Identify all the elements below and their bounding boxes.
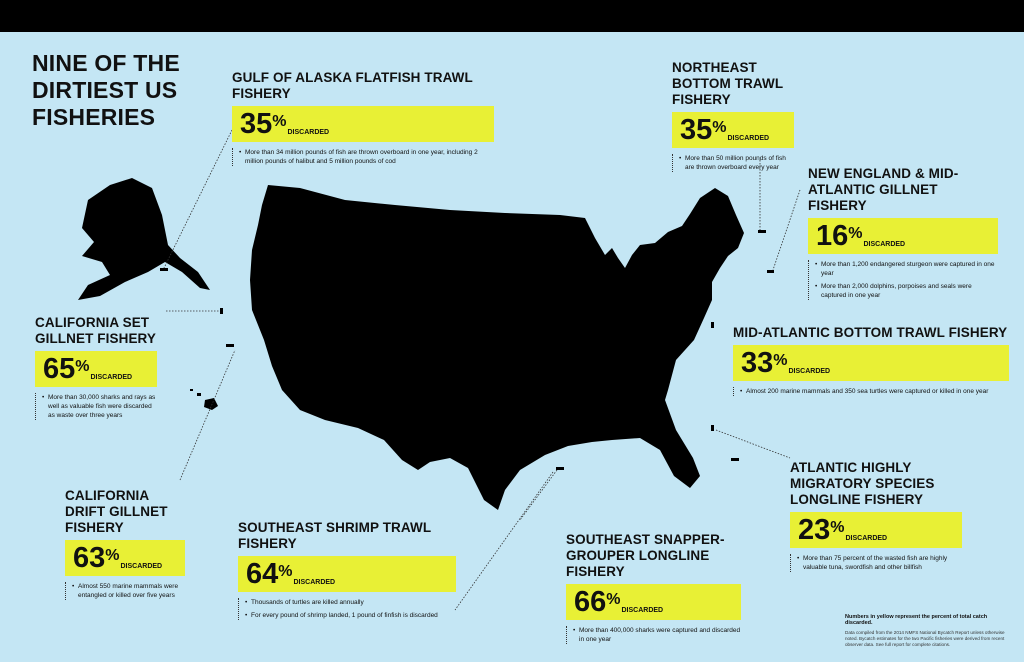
fishery-note: For every pound of shrimp landed, 1 poun… bbox=[245, 611, 456, 620]
hawaii-island-shape bbox=[197, 393, 201, 396]
fishery-note: More than 75 percent of the wasted fish … bbox=[797, 554, 962, 572]
fishery-notes: More than 30,000 sharks and rays as well… bbox=[35, 393, 157, 420]
discard-percentage-box: 63% DISCARDED bbox=[65, 540, 185, 576]
footnote-legend: Numbers in yellow represent the percent … bbox=[845, 614, 988, 626]
location-marker bbox=[220, 308, 223, 314]
fishery-name: CALIFORNIA SET GILLNET FISHERY bbox=[35, 315, 157, 346]
fishery-notes: More than 1,200 endangered sturgeon were… bbox=[808, 260, 998, 300]
fishery-note: More than 400,000 sharks were captured a… bbox=[573, 626, 741, 644]
discard-percentage-box: 33% DISCARDED bbox=[733, 345, 1009, 381]
fishery-name: NORTHEAST BOTTOM TRAWL FISHERY bbox=[672, 60, 783, 107]
fishery-name: GULF OF ALASKA FLATFISH TRAWL FISHERY bbox=[232, 70, 473, 101]
discarded-label: DISCARDED bbox=[727, 134, 770, 142]
fishery-name: CALIFORNIA DRIFT GILLNET FISHERY bbox=[65, 488, 168, 535]
fishery-name: ATLANTIC HIGHLY MIGRATORY SPECIES LONGLI… bbox=[790, 460, 935, 507]
fishery-card-california-set-gillnet: CALIFORNIA SET GILLNET FISHERY 65% DISCA… bbox=[35, 315, 157, 424]
discard-percent: 23% bbox=[798, 514, 845, 546]
discard-percent: 35% bbox=[680, 114, 727, 146]
fishery-name: MID-ATLANTIC BOTTOM TRAWL FISHERY bbox=[733, 325, 1008, 340]
fishery-name: SOUTHEAST SNAPPER-GROUPER LONGLINE FISHE… bbox=[566, 532, 725, 579]
fishery-name: SOUTHEAST SHRIMP TRAWL FISHERY bbox=[238, 520, 431, 551]
footnote: Numbers in yellow represent the percent … bbox=[845, 614, 1013, 648]
fishery-card-california-drift-gillnet: CALIFORNIA DRIFT GILLNET FISHERY 63% DIS… bbox=[65, 488, 185, 604]
connector-line bbox=[519, 469, 558, 521]
discard-percent: 65% bbox=[43, 353, 90, 385]
connector-line bbox=[162, 129, 233, 271]
fishery-notes: Thousands of turtles are killed annually… bbox=[238, 598, 456, 620]
fishery-note: Almost 550 marine mammals were entangled… bbox=[72, 582, 185, 600]
fishery-note: More than 1,200 endangered sturgeon were… bbox=[815, 260, 998, 278]
discard-percent: 16% bbox=[816, 220, 863, 252]
location-marker bbox=[226, 344, 234, 347]
discard-percent: 35% bbox=[240, 108, 287, 140]
discard-percentage-box: 35% DISCARDED bbox=[672, 112, 794, 148]
discarded-label: DISCARDED bbox=[90, 373, 133, 381]
discard-percentage-box: 66% DISCARDED bbox=[566, 584, 741, 620]
hawaii-island-shape bbox=[190, 389, 193, 391]
location-marker bbox=[767, 270, 774, 273]
discarded-label: DISCARDED bbox=[293, 578, 336, 586]
location-marker bbox=[711, 425, 714, 431]
fishery-note: More than 50 million pounds of fish are … bbox=[679, 154, 794, 172]
location-marker bbox=[160, 268, 168, 271]
fishery-card-gulf-of-alaska: GULF OF ALASKA FLATFISH TRAWL FISHERY 35… bbox=[232, 70, 494, 170]
fishery-note: Thousands of turtles are killed annually bbox=[245, 598, 456, 607]
connector-line bbox=[454, 471, 554, 611]
hawaii-shape bbox=[204, 398, 218, 410]
discard-percentage-box: 23% DISCARDED bbox=[790, 512, 962, 548]
fishery-card-mid-atlantic-bottom-trawl: MID-ATLANTIC BOTTOM TRAWL FISHERY 33% DI… bbox=[733, 325, 1009, 400]
fishery-card-northeast-bottom-trawl: NORTHEAST BOTTOM TRAWL FISHERY 35% DISCA… bbox=[672, 60, 794, 176]
discard-percentage-box: 65% DISCARDED bbox=[35, 351, 157, 387]
discard-percentage-box: 35% DISCARDED bbox=[232, 106, 494, 142]
fishery-notes: More than 34 million pounds of fish are … bbox=[232, 148, 494, 166]
fishery-notes: More than 50 million pounds of fish are … bbox=[672, 154, 794, 172]
footnote-sources: Data compiled from the 2014 NMFS Nationa… bbox=[845, 630, 1005, 647]
fishery-note: More than 2,000 dolphins, porpoises and … bbox=[815, 282, 998, 300]
discard-percent: 63% bbox=[73, 542, 120, 574]
fishery-card-atlantic-hms-longline: ATLANTIC HIGHLY MIGRATORY SPECIES LONGLI… bbox=[790, 460, 962, 576]
fishery-card-southeast-snapper-grouper: SOUTHEAST SNAPPER-GROUPER LONGLINE FISHE… bbox=[566, 532, 741, 648]
contiguous-us-shape bbox=[250, 185, 744, 510]
discard-percentage-box: 16% DISCARDED bbox=[808, 218, 998, 254]
connector-line bbox=[772, 189, 801, 271]
discarded-label: DISCARDED bbox=[863, 240, 906, 248]
discard-percent: 33% bbox=[741, 347, 788, 379]
fishery-notes: Almost 200 marine mammals and 350 sea tu… bbox=[733, 387, 1009, 396]
page-title: NINE OF THE DIRTIEST US FISHERIES bbox=[32, 50, 180, 130]
discarded-label: DISCARDED bbox=[621, 606, 664, 614]
location-marker bbox=[556, 467, 564, 470]
alaska-shape bbox=[78, 178, 210, 300]
fishery-card-southeast-shrimp-trawl: SOUTHEAST SHRIMP TRAWL FISHERY 64% DISCA… bbox=[238, 520, 456, 624]
fishery-notes: Almost 550 marine mammals were entangled… bbox=[65, 582, 185, 600]
discarded-label: DISCARDED bbox=[287, 128, 330, 136]
fishery-notes: More than 75 percent of the wasted fish … bbox=[790, 554, 962, 572]
location-marker bbox=[758, 230, 766, 233]
discard-percent: 64% bbox=[246, 558, 293, 590]
connector-line bbox=[715, 429, 791, 459]
fishery-notes: More than 400,000 sharks were captured a… bbox=[566, 626, 741, 644]
discard-percentage-box: 64% DISCARDED bbox=[238, 556, 456, 592]
discarded-label: DISCARDED bbox=[845, 534, 888, 542]
fishery-name: NEW ENGLAND & MID-ATLANTIC GILLNET FISHE… bbox=[808, 166, 959, 213]
fishery-note: More than 30,000 sharks and rays as well… bbox=[42, 393, 157, 420]
fishery-card-new-england-gillnet: NEW ENGLAND & MID-ATLANTIC GILLNET FISHE… bbox=[808, 166, 998, 304]
discard-percent: 66% bbox=[574, 586, 621, 618]
location-marker bbox=[711, 322, 714, 328]
location-marker bbox=[731, 458, 739, 461]
connector-line bbox=[179, 349, 236, 481]
fishery-note: More than 34 million pounds of fish are … bbox=[239, 148, 494, 166]
fishery-note: Almost 200 marine mammals and 350 sea tu… bbox=[740, 387, 1009, 396]
discarded-label: DISCARDED bbox=[788, 367, 831, 375]
discarded-label: DISCARDED bbox=[120, 562, 163, 570]
top-black-bar bbox=[0, 0, 1024, 32]
